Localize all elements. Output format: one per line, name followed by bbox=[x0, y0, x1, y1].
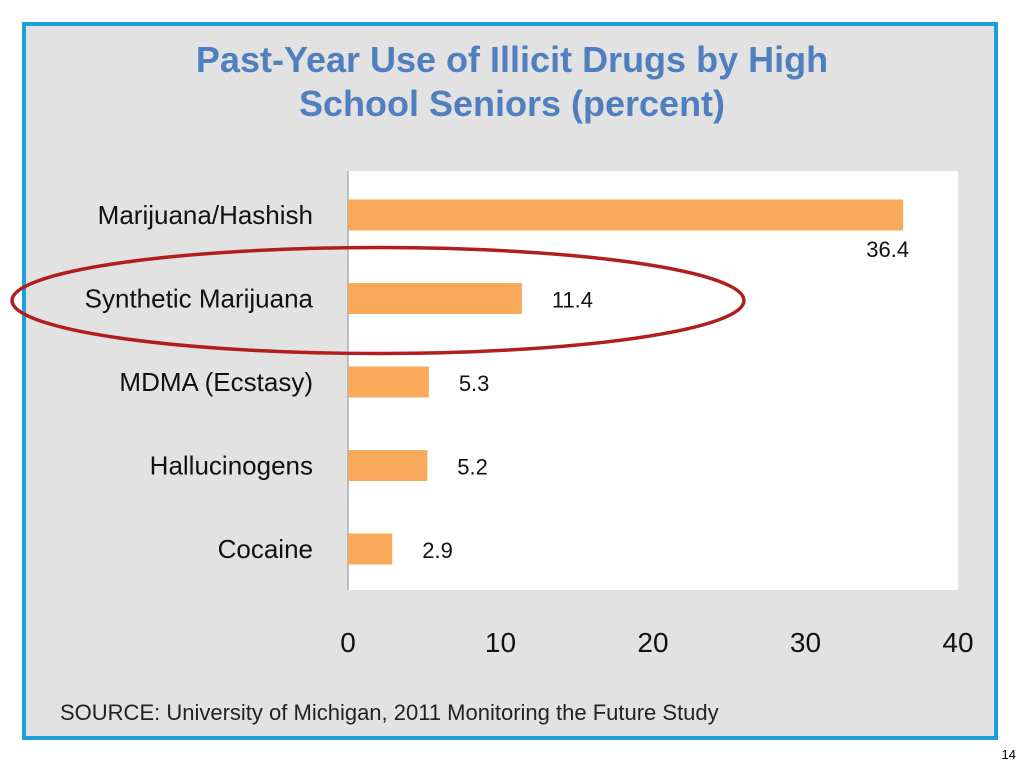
bar-0 bbox=[348, 199, 904, 231]
value-label-2: 5.3 bbox=[459, 371, 490, 396]
x-tick-label-0: 0 bbox=[340, 627, 356, 658]
bar-1 bbox=[348, 283, 522, 314]
category-label-2: MDMA (Ecstasy) bbox=[119, 367, 313, 397]
chart-title-line-2: School Seniors (percent) bbox=[298, 83, 726, 124]
category-label-4: Cocaine bbox=[218, 534, 313, 564]
bar-3 bbox=[348, 450, 428, 481]
page-number: 14 bbox=[1001, 747, 1016, 762]
value-label-0: 36.4 bbox=[866, 237, 909, 262]
source-note: SOURCE: University of Michigan, 2011 Mon… bbox=[60, 700, 719, 725]
x-tick-label-3: 30 bbox=[790, 627, 821, 658]
category-label-0: Marijuana/Hashish bbox=[98, 200, 313, 230]
x-tick-label-1: 10 bbox=[485, 627, 516, 658]
value-label-3: 5.2 bbox=[457, 455, 488, 480]
x-tick-label-4: 40 bbox=[942, 627, 973, 658]
chart-title: Past-Year Use of Illicit Drugs by High S… bbox=[0, 38, 1024, 126]
category-label-3: Hallucinogens bbox=[150, 451, 313, 481]
bar-2 bbox=[348, 366, 429, 398]
category-label-1: Synthetic Marijuana bbox=[85, 284, 314, 314]
bar-4 bbox=[348, 533, 393, 565]
highlight-ellipse bbox=[10, 245, 746, 356]
value-label-1: 11.4 bbox=[552, 288, 593, 313]
value-label-4: 2.9 bbox=[422, 538, 453, 563]
x-tick-label-2: 20 bbox=[637, 627, 668, 658]
chart-title-line-1: Past-Year Use of Illicit Drugs by High bbox=[195, 39, 829, 80]
plot-area bbox=[348, 171, 958, 590]
